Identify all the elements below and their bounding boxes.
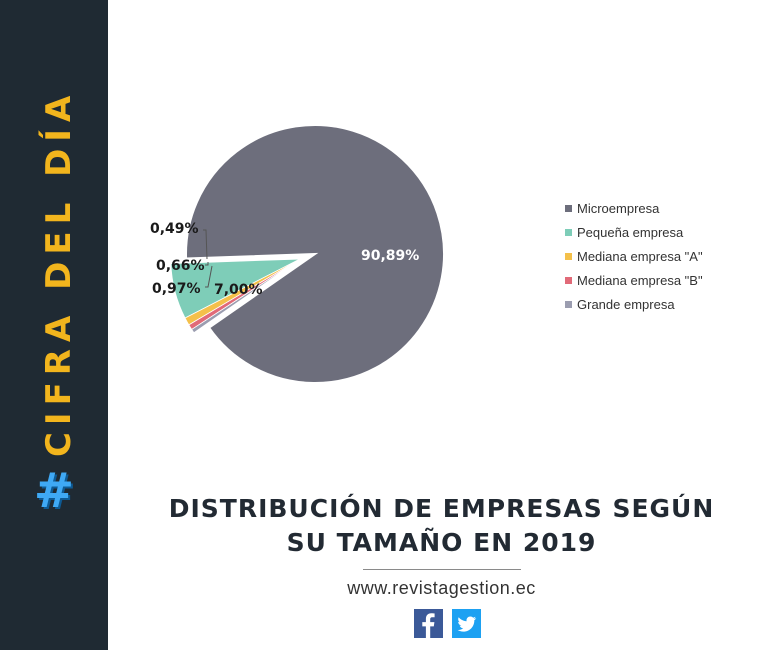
leader-line-mediana-empresa-b xyxy=(205,262,209,266)
legend-swatch-microempresa xyxy=(565,205,572,212)
legend-label-mediana-empresa-b: Mediana empresa "B" xyxy=(577,273,703,288)
pie-slice-microempresa xyxy=(185,124,445,384)
legend-swatch-mediana-empresa-a xyxy=(565,253,572,260)
pie-slices xyxy=(170,124,445,384)
slice-labels: 90,89% 7,00% 0,97% 0,66% 0,49% xyxy=(150,221,419,298)
legend-swatch-mediana-empresa-b xyxy=(565,277,572,284)
divider xyxy=(363,569,521,570)
caption-line-1: DISTRIBUCIÓN DE EMPRESAS SEGÚN xyxy=(168,494,715,523)
data-label-grande-empresa: 0,49% xyxy=(150,221,199,237)
legend-label-microempresa: Microempresa xyxy=(577,201,660,216)
legend-label-pequena-empresa: Pequeña empresa xyxy=(577,225,684,240)
legend-swatch-grande-empresa xyxy=(565,301,572,308)
chart-legend: Microempresa Pequeña empresa Mediana empre… xyxy=(565,201,703,312)
chart-caption: DISTRIBUCIÓN DE EMPRESAS SEGÚN SU TAMAÑO… xyxy=(108,492,775,560)
legend-label-mediana-empresa-a: Mediana empresa "A" xyxy=(577,249,703,264)
caption-line-2: SU TAMAÑO EN 2019 xyxy=(286,528,597,557)
facebook-icon[interactable] xyxy=(414,609,443,638)
cifra-del-dia-banner: # CIFRA DEL DÍA xyxy=(26,88,82,519)
data-label-pequena-empresa: 7,00% xyxy=(214,282,263,298)
sidebar-title: CIFRA DEL DÍA xyxy=(39,88,79,458)
pie-chart: 90,89% 7,00% 0,97% 0,66% 0,49% Microempresa P… xyxy=(150,124,703,384)
data-label-microempresa: 90,89% xyxy=(361,248,419,264)
legend-label-grande-empresa: Grande empresa xyxy=(577,297,675,312)
website-link[interactable]: www.revistagestion.ec xyxy=(347,578,536,598)
sidebar: # CIFRA DEL DÍA xyxy=(0,0,108,650)
data-label-mediana-empresa-a: 0,97% xyxy=(152,281,201,297)
legend-swatch-pequena-empresa xyxy=(565,229,572,236)
pie-slice-grande-empresa xyxy=(191,258,301,334)
hashtag-icon: # xyxy=(33,463,75,520)
data-label-mediana-empresa-b: 0,66% xyxy=(156,258,205,274)
leader-line-grande-empresa xyxy=(203,229,208,260)
leader-line-mediana-empresa-a xyxy=(205,265,213,288)
twitter-icon[interactable] xyxy=(452,609,481,638)
